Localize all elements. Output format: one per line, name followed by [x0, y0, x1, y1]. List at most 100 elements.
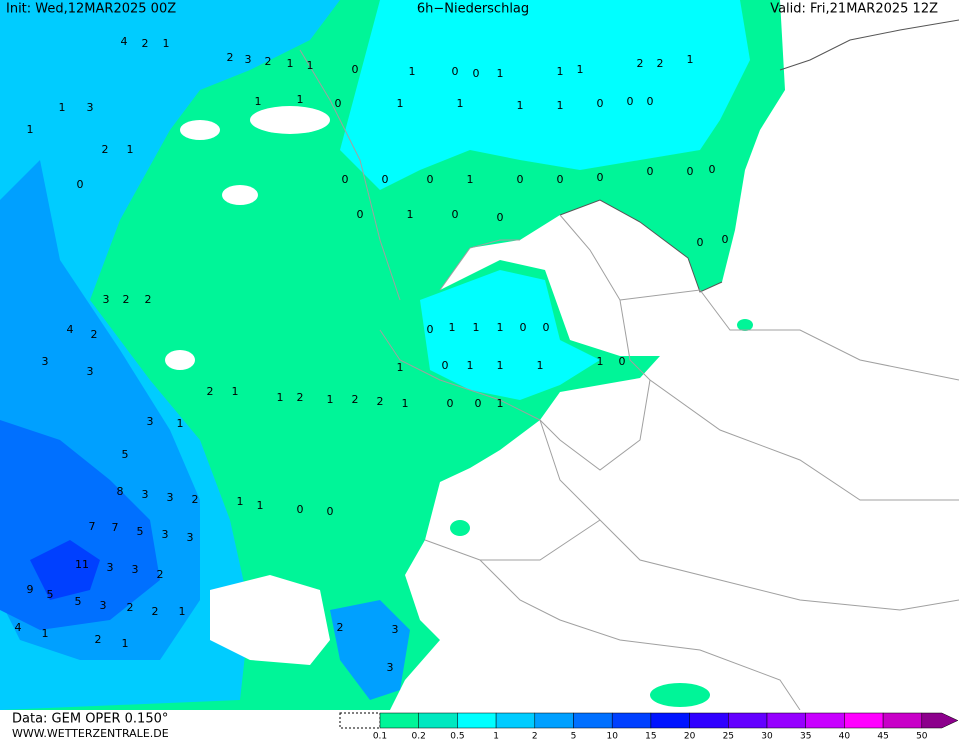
precip-value: 2 — [337, 621, 344, 634]
precip-value: 1 — [163, 37, 170, 50]
precip-value: 1 — [473, 321, 480, 334]
precip-value: 1 — [237, 495, 244, 508]
precip-value: 8 — [117, 485, 124, 498]
valid-label: Valid: Fri,21MAR2025 12Z — [770, 2, 938, 17]
precip-value: 0 — [597, 97, 604, 110]
legend-label: 30 — [761, 732, 773, 741]
precip-value: 1 — [257, 499, 264, 512]
precipitation-field — [0, 0, 785, 710]
legend-label: 2 — [532, 732, 538, 741]
legend-arrow — [921, 712, 959, 729]
precip-value: 2 — [657, 57, 664, 70]
precip-value: 4 — [67, 323, 74, 336]
precip-value: 7 — [89, 520, 96, 533]
precip-value: 2 — [297, 391, 304, 404]
precip-value: 1 — [449, 321, 456, 334]
precip-value: 1 — [537, 359, 544, 372]
precip-value: 0 — [627, 95, 634, 108]
precip-value: 0 — [452, 208, 459, 221]
precip-value: 1 — [467, 173, 474, 186]
legend-label: 1 — [493, 732, 499, 741]
precip-value: 3 — [100, 599, 107, 612]
precip-value: 0 — [473, 67, 480, 80]
precip-value: 0 — [452, 65, 459, 78]
legend-label: 0.5 — [450, 732, 464, 741]
legend-swatch — [534, 712, 574, 729]
precip-value: 2 — [123, 293, 130, 306]
precip-value: 3 — [87, 365, 94, 378]
precip-value: 2 — [227, 51, 234, 64]
legend-swatch — [689, 712, 729, 729]
precip-value: 2 — [157, 568, 164, 581]
precip-value: 0 — [543, 321, 550, 334]
precip-value: 0 — [447, 397, 454, 410]
precip-value: 0 — [327, 505, 334, 518]
precip-value: 2 — [377, 395, 384, 408]
precip-value: 2 — [637, 57, 644, 70]
precip-value: 1 — [397, 361, 404, 374]
data-source: Data: GEM OPER 0.150° — [12, 712, 168, 727]
legend-label: 50 — [916, 732, 928, 741]
precip-value: 3 — [392, 623, 399, 636]
precip-value: 1 — [232, 385, 239, 398]
precip-value: 1 — [179, 605, 186, 618]
legend-swatch — [766, 712, 806, 729]
precip-value: 1 — [409, 65, 416, 78]
precip-value: 0 — [722, 233, 729, 246]
precip-value: 0 — [427, 173, 434, 186]
legend-label: 20 — [684, 732, 696, 741]
precip-value: 0 — [382, 173, 389, 186]
precip-value: 5 — [137, 525, 144, 538]
legend-swatch — [882, 712, 923, 729]
legend-label: 5 — [571, 732, 577, 741]
precip-value: 3 — [107, 561, 114, 574]
precip-value: 1 — [255, 95, 262, 108]
precip-value: 0 — [597, 171, 604, 184]
precip-value: 9 — [27, 583, 34, 596]
legend-swatch — [728, 712, 768, 729]
legend-label: 15 — [645, 732, 656, 741]
legend-below-threshold — [339, 712, 381, 729]
precip-value: 2 — [127, 601, 134, 614]
precip-value: 1 — [557, 65, 564, 78]
precip-value: 5 — [47, 588, 54, 601]
precip-value: 0 — [709, 163, 716, 176]
precip-value: 1 — [517, 99, 524, 112]
precip-value: 3 — [167, 491, 174, 504]
precip-value: 4 — [15, 621, 22, 634]
precip-value: 3 — [162, 528, 169, 541]
precip-value: 0 — [687, 165, 694, 178]
precip-value: 2 — [102, 143, 109, 156]
precip-value: 0 — [517, 173, 524, 186]
borders — [299, 19, 959, 711]
precip-value: 2 — [95, 633, 102, 646]
precip-value: 1 — [297, 93, 304, 106]
legend-swatch — [418, 712, 458, 729]
legend-swatch — [805, 712, 845, 729]
precip-value: 2 — [352, 393, 359, 406]
precip-value: 1 — [287, 57, 294, 70]
legend-label: 40 — [839, 732, 851, 741]
precip-value: 1 — [42, 627, 49, 640]
legend-swatch — [495, 712, 536, 729]
precip-value: 0 — [557, 173, 564, 186]
precip-value: 0 — [442, 359, 449, 372]
legend-label: 10 — [606, 732, 618, 741]
precip-value: 3 — [387, 661, 394, 674]
precip-value: 2 — [142, 37, 149, 50]
precip-value: 1 — [27, 123, 34, 136]
precip-value: 1 — [687, 53, 694, 66]
precip-value: 0 — [475, 397, 482, 410]
init-label: Init: Wed,12MAR2025 00Z — [6, 2, 176, 17]
precip-value: 1 — [497, 397, 504, 410]
precip-value: 3 — [42, 355, 49, 368]
precip-value: 4 — [121, 35, 128, 48]
precip-value: 7 — [112, 521, 119, 534]
precip-value: 1 — [457, 97, 464, 110]
precip-value: 1 — [402, 397, 409, 410]
precip-value: 0 — [352, 63, 359, 76]
precip-value: 0 — [647, 95, 654, 108]
map-title: 6h−Niederschlag — [417, 2, 529, 17]
legend-label: 25 — [723, 732, 734, 741]
